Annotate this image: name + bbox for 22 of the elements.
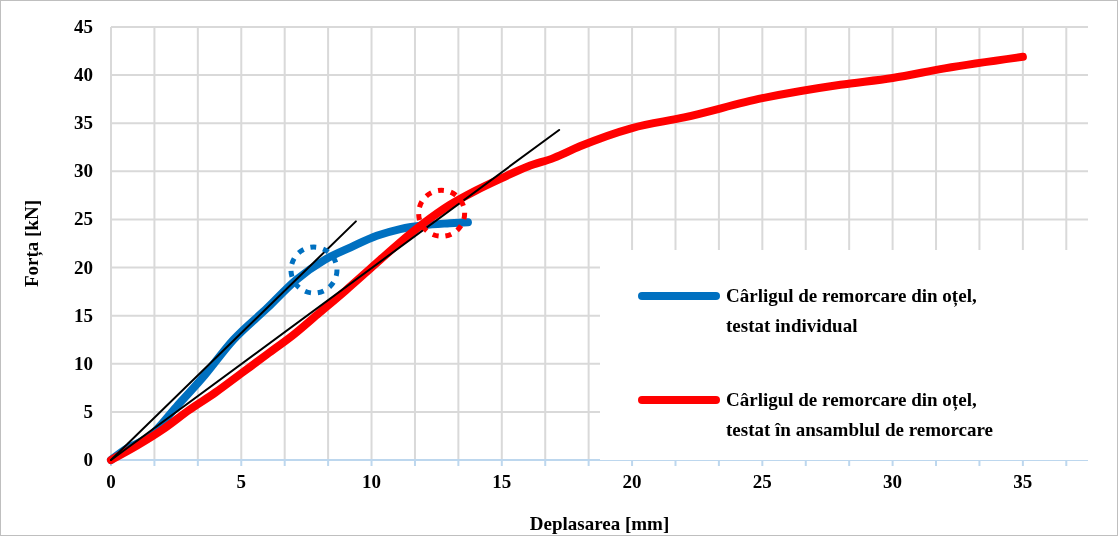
x-tick-label: 0 bbox=[106, 471, 116, 492]
y-axis-title: Forța [kN] bbox=[21, 199, 43, 288]
y-tick-label: 0 bbox=[83, 449, 93, 470]
x-tick-label: 25 bbox=[752, 471, 772, 492]
x-tick-label: 30 bbox=[883, 471, 903, 492]
y-tick-label: 30 bbox=[74, 160, 93, 182]
y-tick-label: 40 bbox=[74, 64, 93, 86]
y-tick-label: 10 bbox=[74, 352, 93, 374]
legend-label: Cârligul de remorcare din oțel, testat individual bbox=[726, 285, 977, 336]
y-tick-label: 20 bbox=[74, 256, 93, 278]
x-tick-label: 5 bbox=[236, 471, 247, 492]
y-tick-label: 45 bbox=[74, 16, 93, 37]
y-tick-label: 35 bbox=[74, 112, 93, 134]
x-tick-label: 20 bbox=[622, 471, 642, 492]
x-tick-label: 35 bbox=[1013, 471, 1033, 492]
y-tick-label: 25 bbox=[74, 208, 93, 230]
x-tick-label: 15 bbox=[492, 471, 512, 492]
legend-label: Cârligul de remorcare din oțel, testat în ansamblul de remorcare bbox=[726, 389, 994, 440]
y-tick-label: 15 bbox=[74, 304, 93, 326]
x-tick-label: 10 bbox=[362, 471, 382, 492]
x-axis-title: Deplasarea [mm] bbox=[529, 513, 670, 534]
y-tick-label: 5 bbox=[83, 400, 93, 422]
